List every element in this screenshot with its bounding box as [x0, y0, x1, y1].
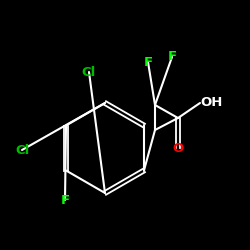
Text: F: F: [168, 50, 176, 64]
Text: F: F: [60, 194, 70, 206]
Text: Cl: Cl: [15, 144, 29, 156]
Text: Cl: Cl: [82, 66, 96, 78]
Text: F: F: [144, 56, 152, 68]
Text: O: O: [172, 142, 184, 154]
Text: OH: OH: [200, 96, 222, 110]
